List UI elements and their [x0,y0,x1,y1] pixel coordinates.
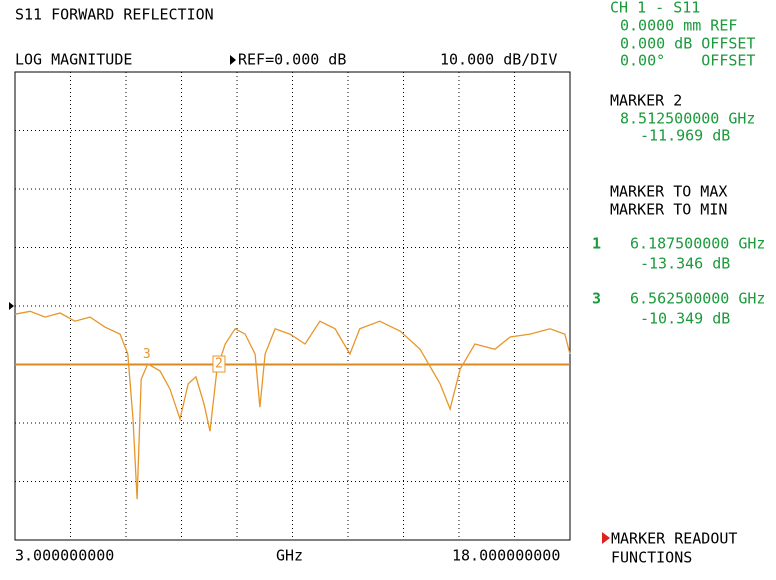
plot-frame [14,71,571,541]
channel: CH 1 - S11 [610,0,700,17]
softkey[interactable]: MARKER TO MIN [610,201,727,219]
marker-freq: 6.562500000 GHz [630,290,765,308]
x-stop-label: 18.000000000 [452,547,560,565]
format: LOG MAGNITUDE [15,51,132,69]
marker-label: 3 [143,347,151,362]
softkey[interactable]: FUNCTIONS [611,549,692,567]
x-unit: GHz [276,547,303,565]
marker-box [212,355,226,373]
scale-label: 10.000 dB/DIV [440,51,557,69]
marker-value: -13.346 dB [640,255,730,273]
softkey-arrow [602,532,610,544]
offset-deg: 0.00° OFFSET [620,52,755,70]
active-marker-value: -11.969 dB [640,127,730,145]
ref-arrow-icon [230,55,236,65]
ref-plane: 0.0000 mm REF [620,17,737,35]
title: S11 FORWARD REFLECTION [15,6,214,24]
softkey[interactable]: MARKER READOUT [611,530,737,548]
x-start-label: 3.000000000 [15,547,114,565]
active-marker-title: MARKER 2 [610,92,682,110]
plot: 32 [9,71,571,541]
marker-number: 3 [592,290,601,308]
marker-value: -10.349 dB [640,310,730,328]
ref-label: REF=0.000 dB [238,51,346,69]
ref-position-arrow [9,302,14,310]
marker-label: 2 [215,357,223,372]
active-marker-freq: 8.512500000 GHz [620,110,755,128]
offset-db: 0.000 dB OFFSET [620,35,755,53]
softkey[interactable]: MARKER TO MAX [610,183,727,201]
marker-number: 1 [592,235,601,253]
trace [14,310,571,500]
marker-freq: 6.187500000 GHz [630,235,765,253]
